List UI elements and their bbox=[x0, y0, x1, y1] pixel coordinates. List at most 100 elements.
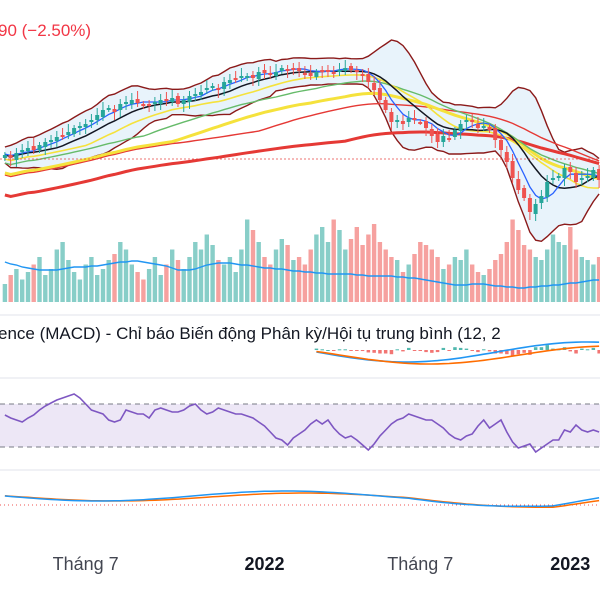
volume-bar bbox=[504, 242, 509, 302]
candle-body bbox=[377, 88, 382, 100]
volume-bar bbox=[170, 249, 175, 302]
candle-body bbox=[37, 145, 42, 150]
candle-body bbox=[250, 75, 255, 78]
candle-body bbox=[493, 128, 498, 140]
candle-body bbox=[262, 70, 267, 73]
candle-body bbox=[475, 124, 480, 128]
macd-histogram-bar bbox=[505, 350, 509, 355]
stoch-k-line bbox=[4, 490, 600, 508]
volume-bar bbox=[348, 239, 354, 302]
candle-body bbox=[539, 196, 544, 203]
volume-bar bbox=[510, 219, 515, 302]
candle-body bbox=[429, 129, 434, 136]
candle-body bbox=[302, 73, 307, 75]
candle-body bbox=[545, 182, 550, 197]
volume-bar bbox=[20, 279, 25, 302]
volume-bar bbox=[360, 245, 365, 302]
volume-bar bbox=[325, 242, 331, 302]
candle-body bbox=[274, 72, 278, 76]
volume-bar bbox=[198, 249, 204, 302]
candle-body bbox=[256, 72, 261, 79]
candle-body bbox=[279, 68, 284, 71]
candle-body bbox=[550, 178, 555, 180]
candle-body bbox=[597, 169, 600, 180]
moving-averages bbox=[0, 68, 600, 200]
macd-histogram-bar bbox=[418, 350, 422, 351]
macd-histogram-bar bbox=[389, 350, 394, 355]
candle-body bbox=[412, 118, 417, 120]
candle-body bbox=[320, 70, 325, 72]
candle-body bbox=[8, 155, 13, 158]
candle-body bbox=[406, 118, 411, 122]
candle-body bbox=[31, 146, 36, 150]
macd-histogram-bar bbox=[539, 347, 544, 350]
candle-body bbox=[193, 94, 198, 96]
macd-histogram-bar bbox=[407, 347, 411, 350]
macd-histogram-bar bbox=[343, 349, 347, 351]
candle-body bbox=[314, 72, 319, 77]
candle-body bbox=[199, 92, 203, 95]
rsi-band bbox=[0, 404, 600, 447]
candle-body bbox=[527, 198, 532, 212]
ma-black-line bbox=[4, 70, 600, 189]
volume-bar bbox=[337, 230, 342, 302]
volume-bar bbox=[320, 227, 325, 302]
candle-body bbox=[118, 104, 123, 110]
macd-histogram-bar bbox=[320, 349, 324, 351]
macd-title: ence (MACD) - Chỉ báo Biến động Phân kỳ/… bbox=[0, 324, 501, 343]
volume-bar bbox=[579, 257, 584, 302]
volume-bar bbox=[233, 272, 238, 302]
candle-body bbox=[499, 140, 503, 150]
candle-body bbox=[43, 142, 48, 147]
macd-histogram-bar bbox=[580, 348, 584, 350]
macd-histogram-bar bbox=[326, 350, 330, 351]
macd-panel bbox=[0, 314, 600, 379]
volume-bar bbox=[545, 249, 550, 302]
candle-body bbox=[389, 112, 394, 122]
candle-body bbox=[556, 176, 561, 178]
macd-histogram-bar bbox=[366, 350, 371, 353]
candle-body bbox=[141, 104, 146, 106]
candle-body bbox=[487, 127, 492, 130]
candle-body bbox=[20, 150, 25, 152]
macd-histogram-bar bbox=[355, 350, 359, 351]
ma-yellow-thin-line bbox=[4, 74, 600, 189]
candle-body bbox=[124, 102, 128, 104]
candle-body bbox=[285, 69, 290, 71]
ma-blue-line bbox=[4, 68, 600, 200]
volume-bar bbox=[562, 245, 567, 302]
macd-line bbox=[316, 341, 600, 363]
volume-bar bbox=[89, 257, 94, 302]
candle-body bbox=[170, 98, 175, 102]
candle-body bbox=[291, 68, 296, 70]
candle-body bbox=[227, 80, 232, 83]
candle-body bbox=[343, 68, 348, 71]
volume-bar bbox=[302, 264, 308, 302]
volume-bar bbox=[395, 260, 400, 302]
candle-body bbox=[112, 109, 117, 112]
volume-bar bbox=[175, 260, 181, 302]
rsi-panel bbox=[0, 393, 600, 471]
stochastic-panel bbox=[0, 490, 600, 509]
volume-bar bbox=[371, 224, 377, 302]
candle-body bbox=[349, 66, 353, 70]
candle-body bbox=[354, 70, 359, 72]
volume-bar bbox=[112, 254, 117, 302]
volume-bar bbox=[550, 234, 556, 302]
volume-bar bbox=[441, 269, 446, 302]
macd-histogram-bar bbox=[360, 350, 365, 352]
time-axis-label: 2023 bbox=[550, 554, 590, 574]
candlesticks bbox=[2, 60, 600, 221]
macd-histogram-bar bbox=[395, 349, 399, 351]
candle-body bbox=[210, 86, 215, 88]
candle-body bbox=[504, 152, 509, 162]
volume-bar bbox=[95, 275, 100, 302]
candle-body bbox=[89, 120, 94, 122]
candle-body bbox=[49, 140, 53, 142]
volume-bar bbox=[210, 245, 215, 302]
volume-bar bbox=[146, 269, 152, 302]
macd-histogram-bar bbox=[453, 347, 457, 350]
macd-histogram-bar bbox=[528, 350, 532, 355]
volume-bar bbox=[406, 264, 411, 302]
